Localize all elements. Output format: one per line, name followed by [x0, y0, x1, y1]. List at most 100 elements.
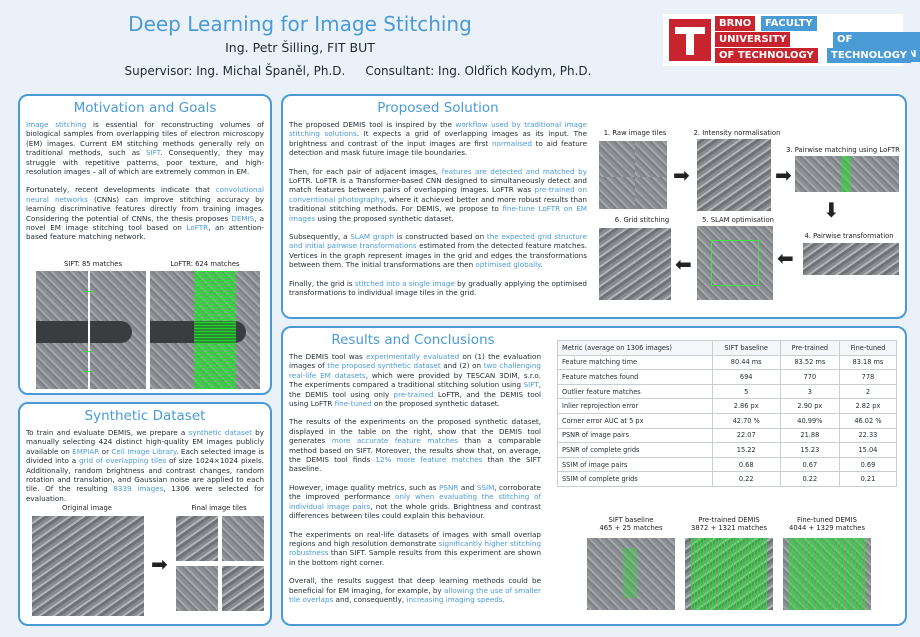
table-cell: 46.02 % [838, 412, 898, 429]
text-run: is constructed based on [393, 232, 487, 242]
sample-caption: SIFT baseline 465 + 25 matches [583, 516, 679, 532]
text-run: Overall, the results suggest that deep l… [289, 576, 541, 595]
text-run: LoFTR. LoFTR is a Transformer-based CNN … [289, 176, 587, 195]
poster-title: Deep Learning for Image Stitching [128, 12, 472, 36]
table-cell: 778 [838, 369, 898, 385]
text-run: The experiments on real-life datasets of… [289, 529, 541, 548]
highlight-text: significantly higher stitching robustnes… [289, 538, 542, 558]
left-arrow-icon: ⬅ [675, 252, 692, 276]
results-table: Metric (average on 1306 images) SIFT base… [557, 340, 898, 487]
step-label: 1. Raw image tiles [603, 129, 667, 137]
highlight-text: workflow used by traditional image stitc… [289, 120, 587, 139]
header-cell: Fine-tuned [838, 340, 898, 356]
logo-text: FACULTY [761, 16, 817, 31]
header-cell: Metric (average on 1306 images) [557, 340, 713, 356]
down-arrow-icon: ⬇ [823, 198, 840, 222]
figure-caption: Final image tiles [191, 504, 247, 512]
text-run: using the proposed synthetic dataset. [315, 213, 454, 223]
text-run: , not the whole grids. Brightness and co… [289, 501, 541, 521]
text-run: Fortunately, recent developments indicat… [26, 185, 216, 195]
highlight-text: features are detected and matched by [441, 166, 587, 176]
text-run: The DEMIS tool was [289, 352, 367, 361]
table-row: PSNR of complete grids 15.22 15.23 15.04 [557, 442, 898, 458]
step-label: 5. SLAM optimisation [702, 216, 774, 224]
highlight-text: convolutional neural networks [26, 185, 264, 204]
slam-optimisation-image [697, 226, 773, 300]
tile-image [222, 516, 264, 561]
text-run: than the SIFT baseline. [289, 455, 541, 474]
highlight-text: SIFT [145, 148, 161, 158]
table-cell: 2.90 px [779, 398, 840, 414]
sample-image [685, 538, 773, 610]
table-cell: 42.70 % [711, 412, 781, 429]
table-cell: Corner error AUC at 5 px [557, 412, 713, 429]
text-run: on the proposed synthetic dataset. [371, 399, 500, 409]
table-cell: 15.04 [838, 442, 898, 458]
author: Ing. Petr Šilling, FIT BUT [225, 40, 375, 55]
highlight-text: more accurate feature matches [331, 436, 459, 446]
table-cell: Feature matching time [557, 354, 713, 371]
text-run: The proposed DEMIS tool is inspired by t… [289, 120, 456, 129]
text-run: of size 1024×1024 pixels. Additionally, … [26, 456, 264, 494]
highlight-text: 12% more feature matches [375, 455, 483, 465]
highlight-text: EMPIAR [72, 446, 100, 456]
table-cell: SSIM of complete grids [557, 471, 713, 487]
table-cell: 0.21 [838, 471, 898, 487]
synthetic-dataset-panel: Synthetic Dataset To train and evaluate … [18, 402, 272, 626]
section-title: Synthetic Dataset [84, 408, 206, 424]
text-run: or [99, 446, 112, 456]
motivation-panel: Motivation and Goals Image stitching is … [18, 94, 272, 395]
paragraph: The DEMIS tool was experimentally evalua… [289, 352, 541, 408]
sample-caption: Fine-tuned DEMIS 4044 + 1329 matches [779, 516, 875, 532]
pairwise-transform-image [803, 243, 899, 275]
results-panel: Results and Conclusions The DEMIS tool w… [281, 326, 907, 626]
text-run: and [458, 482, 477, 492]
table-cell: Outlier feature matches [557, 383, 713, 400]
text-run: . [502, 594, 505, 604]
highlight-text: pre-trained [393, 389, 434, 399]
table-row: Feature matching time 80.44 ms 83.52 ms 83.… [557, 354, 898, 371]
pairwise-matching-image [795, 156, 899, 192]
table-cell: 21.88 [779, 427, 840, 444]
paragraph: However, image quality metrics, such as … [289, 483, 541, 521]
stitched-grid-image [599, 228, 671, 300]
text-run: , corroborate the improved performance [289, 482, 541, 502]
sample-image [587, 538, 675, 610]
text-run: Finally, the grid is [289, 278, 355, 288]
text-run: , which were provided by TESCAN 3DIM, s.… [289, 370, 541, 390]
step-label: 2. Intensity normalisation [693, 129, 781, 137]
advisors: Supervisor: Ing. Michal Španěl, Ph.D. Con… [0, 64, 716, 78]
raw-tiles-image [596, 138, 670, 212]
section-text: The proposed DEMIS tool is inspired by t… [283, 120, 593, 298]
table-cell: 0.22 [779, 471, 840, 487]
table-row: Feature matches found 694 770 778 [557, 369, 898, 385]
table-cell: 22.33 [838, 427, 898, 444]
text-run: , a novel EM image stitching tool based … [26, 213, 264, 233]
sample-name: Pre-trained DEMIS [698, 516, 760, 524]
text-run: To train and evaluate DEMIS, we prepare … [26, 428, 189, 437]
consultant: Consultant: Ing. Oldřich Kodym, Ph.D. [365, 64, 592, 78]
sift-matches-image [36, 271, 146, 389]
highlight-text: pre-trained on conventional photography [289, 185, 587, 204]
text-run: Then, for each pair of adjacent images, [289, 166, 442, 176]
table-cell: 3 [779, 383, 840, 400]
logo-mark-icon [669, 19, 711, 61]
text-run: , an attention-based feature matching ne… [26, 223, 264, 242]
sample-caption: Pre-trained DEMIS 3872 + 1321 matches [681, 516, 777, 532]
university-logo: BRNO FACULTY UNIVERSITY OF INFORMATION O… [663, 14, 920, 66]
highlight-text: DEMIS [231, 213, 255, 223]
highlight-text: LoFTR [186, 223, 209, 233]
paragraph: Fortunately, recent developments indicat… [26, 185, 264, 241]
table-cell: PSNR of complete grids [557, 442, 713, 458]
highlight-text: the expected grid structure and initial … [289, 232, 587, 251]
right-arrow-icon: ➡ [151, 552, 168, 576]
text-run: estimated from the detected feature matc… [289, 241, 587, 270]
step-label: 4. Pairwise transformation [804, 232, 894, 240]
text-run: is essential for reconstructing volumes … [26, 120, 264, 158]
logo-text: BRNO [715, 16, 756, 31]
table-cell: 22.07 [711, 427, 781, 444]
text-run: . Consequently, they may struggle with r… [26, 148, 264, 177]
tile-image [176, 566, 218, 611]
section-title: Motivation and Goals [73, 100, 217, 116]
table-cell: 83.18 ms [838, 354, 898, 371]
